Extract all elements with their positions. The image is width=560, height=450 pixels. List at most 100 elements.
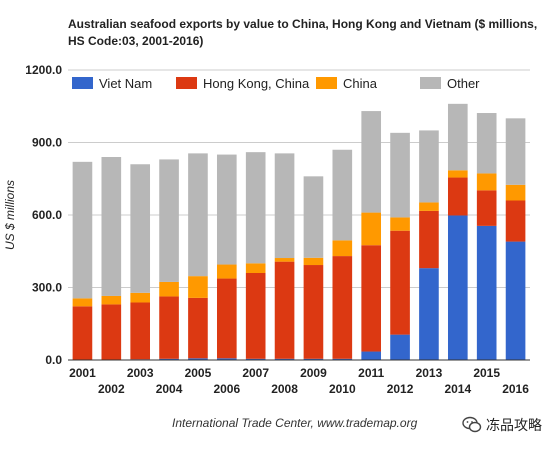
legend-label: China (343, 76, 378, 91)
y-tick-label: 600.0 (32, 208, 62, 222)
bar-segment (505, 118, 526, 185)
legend-swatch (72, 77, 93, 89)
bar-segment (159, 281, 179, 297)
x-tick-label: 2003 (127, 366, 154, 380)
x-tick-label: 2014 (444, 382, 471, 396)
bar-segment (390, 217, 410, 231)
bar-segment (101, 157, 122, 296)
y-tick-label: 900.0 (32, 136, 62, 150)
bar-segment (361, 351, 382, 360)
bar-segment (332, 240, 353, 257)
x-tick-label: 2011 (358, 366, 384, 380)
y-tick-label: 1200.0 (25, 63, 62, 77)
x-tick-label: 2002 (98, 382, 125, 396)
bar-segment (130, 302, 151, 360)
source-note: International Trade Center, www.trademap… (172, 416, 418, 430)
bar-segment (419, 130, 439, 203)
bar-segment (361, 245, 382, 352)
bar-segment (476, 173, 497, 191)
bar-segment (245, 273, 266, 359)
x-tick-label: 2009 (300, 366, 327, 380)
wechat-icon (462, 416, 482, 433)
bar-segment (332, 149, 353, 241)
bar-segment (72, 298, 93, 307)
bar-segment (245, 152, 266, 264)
bar-segment (188, 153, 208, 277)
bar-segment (505, 241, 526, 360)
bar-segment (159, 296, 179, 359)
legend-label: Hong Kong, China (203, 76, 310, 91)
bar-segment (447, 177, 468, 216)
bar-segment (188, 358, 208, 360)
bar-segment (390, 230, 410, 335)
chart-title: Australian seafood exports by value to C… (68, 17, 538, 48)
bar-segment (274, 261, 295, 359)
x-tick-label: 2006 (213, 382, 240, 396)
bar-segment (130, 292, 151, 303)
x-tick-label: 2007 (242, 366, 269, 380)
bar-segment (72, 306, 93, 360)
bar-segment (216, 264, 237, 279)
bar-segment (505, 200, 526, 242)
bar-segment (419, 210, 439, 269)
watermark: 冻品攻略 (462, 414, 542, 436)
bar-segment (476, 190, 497, 226)
bar-segment (303, 265, 324, 359)
bars (72, 103, 526, 360)
bar-segment (101, 304, 122, 360)
bar-segment (447, 170, 468, 178)
y-tick-label: 300.0 (32, 281, 62, 295)
bar-segment (101, 295, 122, 305)
bar-segment (419, 202, 439, 211)
bar-segment (303, 257, 324, 266)
bar-segment (130, 164, 151, 293)
bar-segment (476, 225, 497, 360)
x-tick-label: 2016 (502, 382, 529, 396)
bar-segment (159, 159, 179, 282)
bar-segment (188, 297, 208, 359)
bar-segment (188, 276, 208, 298)
bar-segment (447, 103, 468, 171)
legend-swatch (176, 77, 197, 89)
bar-segment (390, 132, 410, 218)
bar-segment (274, 358, 295, 360)
bar-segment (216, 278, 237, 359)
axes: 0.0 300.0 600.0 900.0 1200.0 2001200220032004… (3, 63, 530, 396)
bar-segment (216, 154, 237, 265)
x-tick-label: 2001 (69, 366, 96, 380)
bar-segment (361, 212, 382, 246)
bar-segment (419, 268, 439, 360)
y-axis-label: US $ millions (3, 180, 17, 250)
watermark-text: 冻品攻略 (486, 418, 542, 434)
y-tick-label: 0.0 (45, 353, 62, 367)
legend-swatch (420, 77, 441, 89)
bar-segment (216, 358, 237, 360)
bar-segment (245, 358, 266, 360)
bar-segment (505, 184, 526, 201)
legend: Viet Nam Hong Kong, China China Other (72, 76, 480, 91)
x-tick-label: 2005 (185, 366, 212, 380)
bar-segment (476, 113, 497, 174)
bar-segment (274, 153, 295, 259)
x-tick-label: 2004 (156, 382, 183, 396)
legend-label: Other (447, 76, 480, 91)
bar-segment (332, 358, 353, 360)
bar-segment (390, 334, 410, 360)
x-tick-label: 2008 (271, 382, 298, 396)
bar-segment (332, 256, 353, 359)
bar-segment (159, 358, 179, 360)
legend-swatch (316, 77, 337, 89)
bar-segment (447, 215, 468, 360)
bar-segment (303, 358, 324, 360)
x-tick-label: 2015 (473, 366, 500, 380)
bar-segment (245, 263, 266, 273)
bar-segment (303, 176, 324, 258)
bar-segment (274, 258, 295, 262)
x-tick-label: 2013 (416, 366, 443, 380)
x-tick-label: 2010 (329, 382, 356, 396)
bar-segment (361, 111, 382, 213)
legend-label: Viet Nam (99, 76, 152, 91)
x-tick-label: 2012 (387, 382, 414, 396)
